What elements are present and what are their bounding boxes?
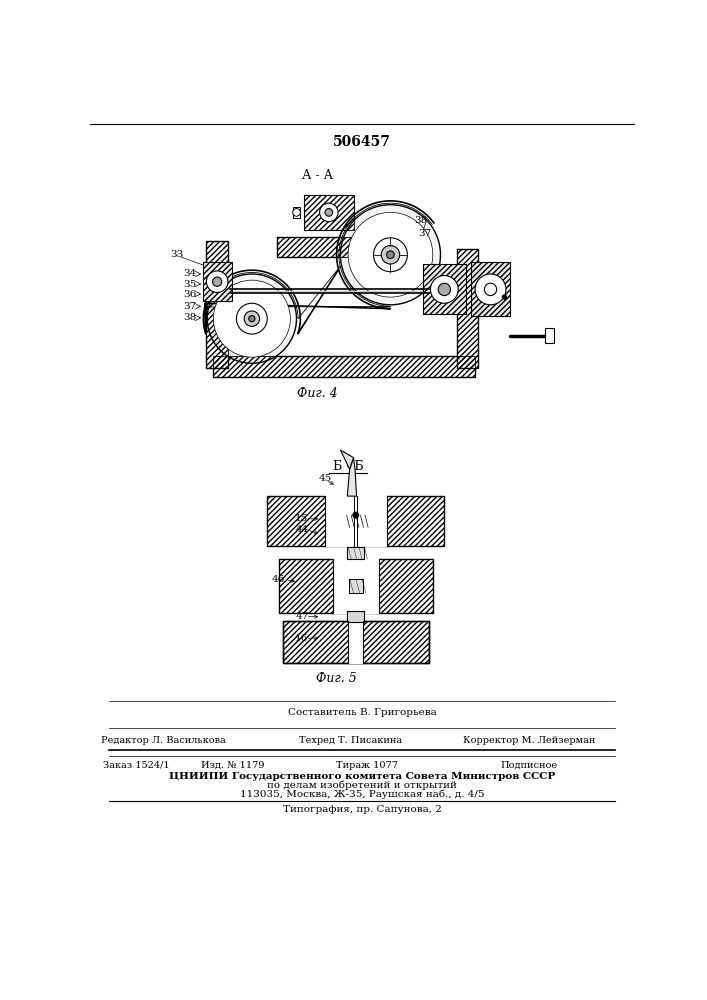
Text: Б - Б: Б - Б bbox=[333, 460, 363, 473]
Text: 36: 36 bbox=[455, 267, 469, 276]
Bar bbox=[203, 262, 232, 301]
Text: 33: 33 bbox=[170, 250, 183, 259]
Text: 46: 46 bbox=[272, 575, 286, 584]
Text: ЦНИИПИ Государственного комитета Совета Министров СССР: ЦНИИПИ Государственного комитета Совета … bbox=[169, 772, 555, 781]
Bar bbox=[203, 262, 232, 301]
Text: Подписное: Подписное bbox=[501, 761, 558, 770]
Circle shape bbox=[249, 316, 255, 322]
Text: Изд. № 1179: Изд. № 1179 bbox=[201, 761, 264, 770]
Circle shape bbox=[320, 203, 338, 222]
Text: Фиг. 4: Фиг. 4 bbox=[297, 387, 338, 400]
Text: 35: 35 bbox=[184, 280, 197, 289]
Text: Заказ 1524/1: Заказ 1524/1 bbox=[103, 761, 170, 770]
Text: 44: 44 bbox=[296, 525, 308, 534]
Bar bbox=[333, 558, 379, 614]
Text: Фuг. 5: Фuг. 5 bbox=[316, 672, 357, 685]
Bar bbox=[423, 264, 465, 314]
Text: Типография, пр. Сапунова, 2: Типография, пр. Сапунова, 2 bbox=[283, 805, 441, 814]
Circle shape bbox=[207, 274, 296, 363]
Circle shape bbox=[438, 283, 450, 296]
Bar bbox=[214, 356, 475, 377]
Text: по делам изобретений и открытий: по делам изобретений и открытий bbox=[267, 781, 457, 790]
Bar bbox=[283, 621, 429, 663]
Circle shape bbox=[325, 209, 333, 216]
Circle shape bbox=[353, 512, 359, 518]
Bar bbox=[325, 495, 387, 547]
Bar bbox=[279, 559, 433, 613]
Text: 36: 36 bbox=[184, 290, 197, 299]
Circle shape bbox=[381, 246, 399, 264]
Bar bbox=[472, 262, 510, 316]
Bar bbox=[348, 620, 363, 664]
Bar bbox=[267, 496, 444, 546]
Polygon shape bbox=[347, 458, 356, 496]
Text: 39: 39 bbox=[472, 267, 486, 276]
Circle shape bbox=[206, 271, 228, 292]
Bar bbox=[206, 241, 228, 368]
Text: Корректор М. Лейзерман: Корректор М. Лейзерман bbox=[463, 736, 595, 745]
Text: 113035, Москва, Ж-35, Раушская наб., д. 4/5: 113035, Москва, Ж-35, Раушская наб., д. … bbox=[240, 790, 484, 799]
Polygon shape bbox=[340, 450, 354, 469]
Bar bbox=[545, 328, 554, 343]
Bar bbox=[457, 249, 478, 368]
Bar bbox=[457, 249, 478, 368]
Text: 16: 16 bbox=[296, 634, 308, 643]
Text: Составитель В. Григорьева: Составитель В. Григорьева bbox=[288, 708, 436, 717]
Bar bbox=[277, 237, 411, 257]
Circle shape bbox=[484, 283, 497, 296]
Text: Техред Т. Писакина: Техред Т. Писакина bbox=[299, 736, 402, 745]
Bar bbox=[347, 547, 364, 559]
Circle shape bbox=[293, 209, 300, 216]
Bar bbox=[277, 237, 411, 257]
Circle shape bbox=[387, 251, 395, 259]
Circle shape bbox=[213, 277, 222, 286]
Text: 34: 34 bbox=[184, 269, 197, 278]
Circle shape bbox=[340, 205, 440, 305]
Text: φ: φ bbox=[358, 501, 363, 510]
Text: 37: 37 bbox=[419, 229, 432, 238]
Bar bbox=[304, 195, 354, 230]
Text: А - А: А - А bbox=[302, 169, 333, 182]
Circle shape bbox=[475, 274, 506, 305]
Circle shape bbox=[348, 212, 433, 297]
Text: 15: 15 bbox=[296, 514, 308, 523]
Bar bbox=[214, 356, 475, 377]
Text: Редактор Л. Василькова: Редактор Л. Василькова bbox=[101, 736, 226, 745]
Bar bbox=[349, 579, 363, 593]
Bar bbox=[304, 195, 354, 230]
Circle shape bbox=[431, 276, 458, 303]
Text: Тираж 1077: Тираж 1077 bbox=[337, 761, 398, 770]
Bar bbox=[423, 264, 465, 314]
Text: 38: 38 bbox=[184, 313, 197, 322]
Circle shape bbox=[502, 295, 507, 299]
Text: 506457: 506457 bbox=[333, 135, 391, 149]
Bar bbox=[293, 207, 300, 218]
Text: 37: 37 bbox=[184, 302, 197, 311]
Circle shape bbox=[244, 311, 259, 326]
Text: 47: 47 bbox=[296, 612, 308, 621]
Circle shape bbox=[373, 238, 407, 272]
Text: 38: 38 bbox=[414, 216, 428, 225]
Bar bbox=[347, 611, 364, 622]
Bar bbox=[472, 262, 510, 316]
Text: 40: 40 bbox=[486, 267, 499, 276]
Circle shape bbox=[236, 303, 267, 334]
Text: 45: 45 bbox=[318, 474, 332, 483]
Bar bbox=[206, 241, 228, 368]
Circle shape bbox=[214, 280, 291, 357]
